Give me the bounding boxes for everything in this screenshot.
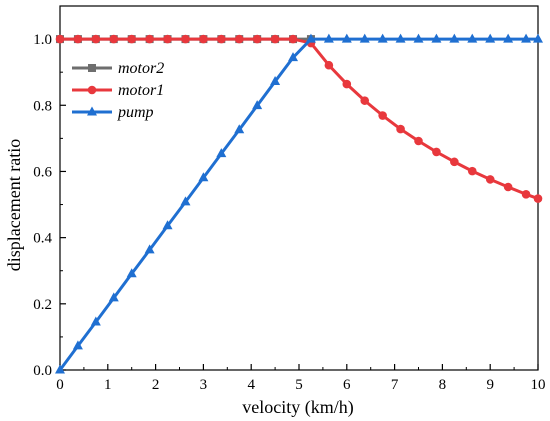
data-point-motor1 [342, 79, 352, 89]
data-point-pump [503, 33, 514, 43]
data-point-pump [162, 220, 173, 230]
data-point-pump [341, 33, 352, 43]
data-point-motor1 [252, 34, 262, 44]
series-line-motor1 [60, 37, 539, 201]
data-point-motor1 [396, 124, 405, 134]
data-point-pump [126, 268, 137, 278]
axes: 0 1 2 3 4 5 6 7 8 9 10 0.0 0.2 0.4 0.6 0.8 1.0 [33, 5, 546, 393]
data-point-pump [252, 100, 263, 110]
data-point-pump [55, 364, 65, 374]
data-point-pump [216, 148, 227, 158]
data-point-pump [108, 292, 119, 302]
data-point-pump [449, 33, 460, 43]
data-point-motor1 [91, 34, 101, 44]
data-point-motor1 [217, 34, 226, 44]
data-point-motor1 [324, 60, 334, 70]
y-tick-label-0.8: 0.8 [33, 98, 52, 114]
legend-label-motor2: motor2 [118, 60, 164, 77]
legend-marker-motor2 [88, 64, 96, 72]
y-tick-label-0.2: 0.2 [33, 297, 52, 313]
data-point-pump [533, 33, 543, 43]
data-point-motor1 [55, 34, 65, 44]
data-point-motor1 [270, 34, 280, 44]
series-motor1 [55, 34, 543, 203]
x-tick-label-6: 6 [343, 377, 351, 393]
data-point-pump [234, 124, 245, 134]
data-point-motor1 [467, 166, 477, 176]
legend-label-pump: pump [117, 104, 154, 121]
data-point-motor1 [181, 34, 190, 44]
data-point-motor1 [127, 34, 136, 44]
series-line-pump [58, 37, 538, 371]
x-tick-label-3: 3 [200, 377, 208, 393]
data-point-pump [467, 33, 478, 43]
data-point-motor1 [432, 147, 441, 157]
data-point-motor1 [288, 34, 298, 44]
y-tick-label-0.0: 0.0 [33, 363, 52, 379]
y-axis-title: displacement ratio [4, 139, 24, 271]
data-point-pump [270, 75, 281, 85]
x-tick-label-5: 5 [295, 377, 303, 393]
data-point-pump [288, 52, 299, 62]
x-tick-label-2: 2 [152, 377, 160, 393]
legend-label-motor1: motor1 [118, 82, 164, 99]
data-point-pump [180, 196, 191, 206]
x-tick-label-0: 0 [56, 377, 64, 393]
series-layer [55, 33, 543, 374]
data-point-motor1 [360, 96, 370, 105]
data-point-pump [359, 33, 370, 43]
data-point-pump [485, 33, 496, 43]
x-axis-title: velocity (km/h) [242, 397, 353, 418]
data-point-pump [377, 33, 388, 43]
legend-marker-pump [87, 106, 97, 116]
y-tick-label-0.4: 0.4 [33, 231, 52, 247]
data-point-motor1 [521, 189, 531, 199]
data-point-motor1 [378, 111, 387, 120]
data-point-pump [413, 33, 424, 43]
x-tick-label-4: 4 [247, 377, 255, 393]
data-point-pump [305, 33, 316, 43]
data-point-motor1 [109, 34, 119, 44]
y-tick-label-1.0: 1.0 [33, 32, 52, 48]
data-point-motor1 [533, 194, 543, 203]
data-point-pump [198, 172, 209, 182]
x-tick-label-8: 8 [439, 377, 447, 393]
data-point-motor1 [234, 34, 244, 44]
data-point-motor1 [450, 157, 459, 167]
legend-marker-motor1 [87, 85, 97, 95]
data-point-pump [323, 33, 334, 43]
data-point-motor1 [414, 136, 423, 146]
data-point-pump [90, 316, 101, 326]
x-tick-label-9: 9 [486, 377, 494, 393]
data-point-pump [431, 33, 442, 43]
data-point-motor1 [73, 34, 83, 44]
x-tick-label-10: 10 [531, 377, 546, 393]
y-tick-label-0.6: 0.6 [33, 164, 52, 180]
data-point-motor1 [199, 34, 208, 44]
data-point-motor1 [485, 175, 495, 184]
data-point-pump [144, 244, 155, 254]
series-pump [55, 33, 543, 374]
data-point-pump [72, 340, 83, 350]
data-point-motor1 [503, 182, 513, 192]
legend: motor2 motor1 pump [72, 60, 164, 121]
data-point-pump [521, 33, 532, 43]
data-point-motor1 [163, 34, 172, 44]
data-point-motor1 [145, 34, 154, 44]
x-tick-label-1: 1 [104, 377, 112, 393]
data-point-pump [395, 33, 406, 43]
x-tick-label-7: 7 [391, 377, 399, 393]
